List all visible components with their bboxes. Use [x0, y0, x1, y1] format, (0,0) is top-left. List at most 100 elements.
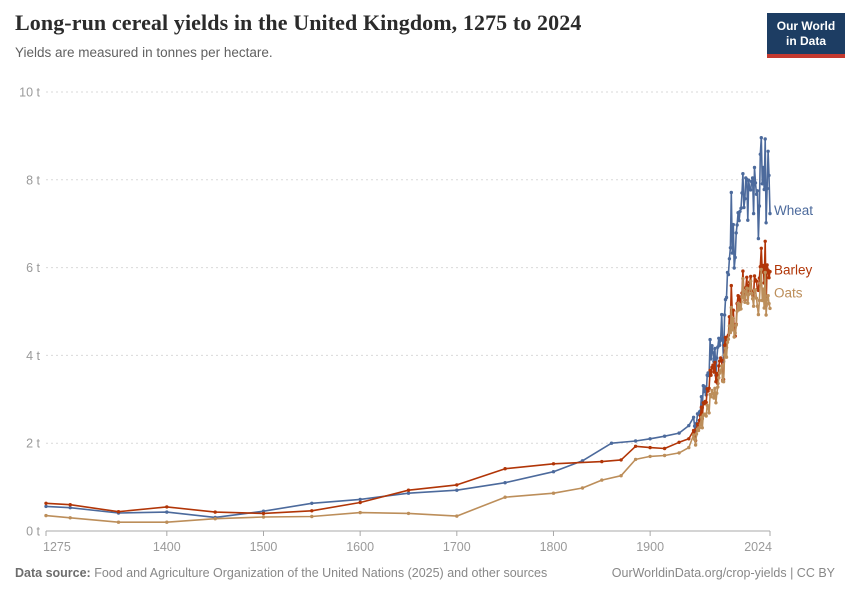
oats-point [754, 296, 759, 300]
owid-logo-line1: Our World [776, 19, 836, 33]
barley-point [165, 505, 169, 509]
wheat-series[interactable]: Wheat [44, 136, 813, 520]
oats-series[interactable]: Oats [44, 267, 803, 524]
oats-point [728, 330, 733, 335]
wheat-point [165, 510, 169, 514]
oats-point [760, 298, 764, 303]
oats-point [68, 516, 72, 520]
oats-point [692, 437, 697, 441]
oats-point [741, 276, 745, 281]
wheat-point [737, 218, 741, 223]
wheat-point [711, 351, 715, 355]
wheat-point [455, 488, 459, 492]
barley-point [707, 386, 711, 390]
wheat-point [735, 223, 739, 227]
oats-point [648, 454, 652, 459]
credit-link[interactable]: OurWorldinData.org/crop-yields | CC BY [611, 566, 835, 580]
oats-point [696, 428, 701, 433]
oats-point [44, 513, 48, 518]
oats-point [761, 287, 765, 291]
oats-point [710, 388, 714, 393]
oats-point [116, 520, 121, 524]
wheat-point [761, 165, 765, 170]
wheat-point [758, 152, 762, 156]
wheat-point [728, 246, 733, 250]
barley-point [551, 462, 556, 466]
oats-point [719, 369, 723, 373]
wheat-point [768, 211, 772, 216]
oats-point [406, 511, 411, 516]
barley-point [310, 509, 314, 513]
oats-point [693, 443, 698, 447]
wheat-point [715, 356, 719, 360]
wheat-point [691, 415, 696, 419]
barley-point [717, 364, 721, 368]
barley-point [691, 428, 696, 433]
wheat-point [713, 346, 717, 351]
data-source-text: Food and Agriculture Organization of the… [90, 566, 548, 580]
x-tick-label: 1900 [636, 540, 664, 554]
wheat-point [727, 257, 732, 261]
wheat-point [720, 312, 724, 317]
oats-point [732, 335, 736, 339]
barley-point [712, 370, 716, 374]
wheat-point [708, 337, 712, 342]
oats-point [750, 297, 755, 301]
oats-point [165, 520, 169, 524]
oats-point [725, 340, 730, 344]
oats-point [600, 478, 604, 482]
wheat-point [757, 204, 762, 208]
barley-points [44, 239, 772, 516]
oats-point [714, 401, 718, 405]
barley-point [720, 358, 724, 362]
y-tick-label: 10 t [19, 86, 40, 100]
wheat-point [358, 497, 362, 502]
wheat-point [662, 434, 667, 438]
barley-point [633, 444, 638, 448]
wheat-point [724, 295, 729, 300]
oats-point [551, 491, 556, 495]
oats-point [455, 514, 459, 518]
y-tick-label: 4 t [26, 349, 40, 363]
y-tick-label: 8 t [26, 173, 40, 187]
x-tick-label: 1700 [443, 540, 471, 554]
barley-point [600, 459, 604, 464]
barley-point [699, 405, 704, 409]
oats-point [734, 323, 738, 327]
oats-point [727, 324, 732, 328]
oats-point [707, 411, 711, 415]
barley-series[interactable]: Barley [44, 239, 813, 516]
oats-point [738, 303, 742, 307]
barley-line [45, 240, 771, 515]
barley-point [758, 265, 762, 269]
oats-point [749, 279, 753, 283]
barley-point [704, 400, 708, 405]
wheat-point [633, 439, 638, 443]
oats-point [767, 301, 771, 306]
oats-point [762, 306, 766, 310]
wheat-point [720, 338, 725, 343]
wheat-point [726, 272, 731, 277]
wheat-point [310, 501, 314, 505]
oats-point [757, 298, 762, 303]
oats-point [742, 295, 746, 300]
wheat-point [730, 251, 734, 255]
oats-point [746, 301, 750, 305]
wheat-point [763, 137, 767, 141]
wheat-point [733, 255, 737, 260]
oats-point [699, 415, 704, 419]
wheat-point [718, 343, 722, 347]
x-tick-label: 1500 [250, 540, 278, 554]
owid-logo[interactable]: Our World in Data [767, 13, 845, 58]
oats-point [633, 457, 638, 462]
wheat-point [648, 437, 652, 441]
oats-point [765, 297, 769, 301]
data-source-label: Data source: [15, 566, 91, 580]
oats-point [698, 423, 703, 427]
oats-point [751, 304, 756, 308]
wheat-point [746, 218, 750, 222]
barley-point [731, 308, 735, 312]
barley-point [687, 437, 691, 441]
barley-point [648, 445, 652, 450]
wheat-point [738, 209, 742, 214]
